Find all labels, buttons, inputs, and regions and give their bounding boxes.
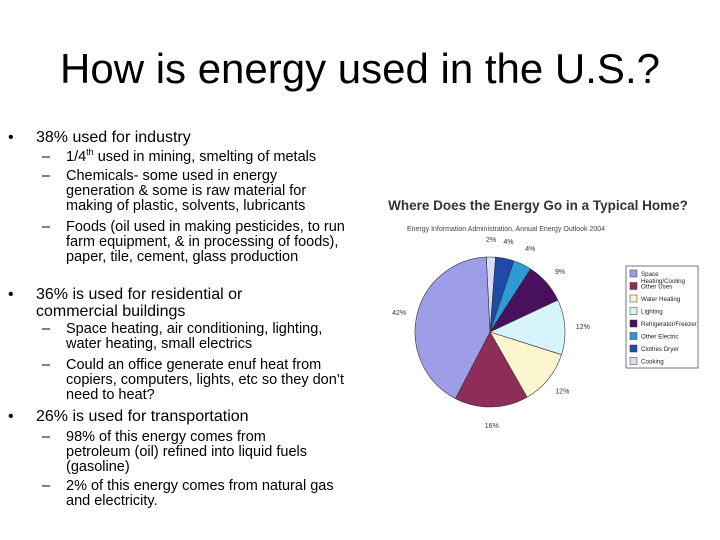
- slide-title: How is energy used in the U.S.?: [60, 45, 660, 92]
- sub-bullet-natural-gas: – 2% of this energy comes from natural g…: [42, 478, 336, 509]
- pie-pct-label: 12%: [576, 324, 590, 331]
- sub-text: Foods (oil used in making pesticides, to…: [66, 219, 345, 265]
- pie-pct-label: 16%: [485, 423, 499, 430]
- pie-pct-label: 9%: [555, 269, 565, 276]
- legend-label: Lighting: [641, 309, 663, 316]
- sub-bullet-foods: – Foods (oil used in making pesticides, …: [42, 219, 348, 265]
- pie-group: [414, 256, 566, 408]
- sub-text-pre: 1/4: [66, 149, 87, 165]
- bullet-industry: • 38% used for industry: [8, 129, 191, 146]
- sub-text: Could an office generate enuf heat from …: [66, 357, 345, 403]
- pie-pct-label: 4%: [503, 239, 513, 246]
- legend-swatch: [629, 332, 638, 340]
- dash-glyph: –: [42, 478, 51, 494]
- pie-pct-label: 12%: [555, 389, 569, 396]
- legend-swatch: [629, 307, 638, 315]
- sub-bullet-petroleum: – 98% of this energy comes from petroleu…: [42, 429, 316, 475]
- legend-label: Heating/Cooling: [641, 278, 686, 285]
- bullet-residential: • 36% is used for residential or commerc…: [8, 286, 286, 320]
- bullet-dot: •: [8, 286, 14, 303]
- pie-pct-label: 2%: [486, 237, 496, 244]
- bullet-text: 38% used for industry: [36, 129, 191, 146]
- sub-text: 98% of this energy comes from petroleum …: [66, 429, 307, 475]
- legend-swatch: [629, 269, 638, 278]
- legend-label: Refrigerator/Freezer: [641, 321, 697, 328]
- sub-text: Space heating, air conditioning, lightin…: [66, 321, 323, 352]
- sub-text-post: used in mining, smelting of metals: [93, 149, 317, 165]
- pie-slice-other-uses: [455, 331, 528, 408]
- bullet-dot: •: [8, 129, 14, 146]
- legend-swatch: [629, 344, 638, 353]
- sub-text-sup: th: [86, 147, 94, 158]
- legend-swatch: [629, 357, 638, 365]
- legend-label: Water Heating: [641, 296, 681, 303]
- energy-pie-chart: Where Does the Energy Go in a Typical Ho…: [388, 198, 699, 430]
- dash-glyph: –: [42, 357, 51, 373]
- legend-swatch: [629, 294, 638, 303]
- bullet-dot: •: [8, 408, 14, 425]
- dash-glyph: –: [42, 219, 51, 235]
- pie-slice-space-heating-cooling: [414, 256, 491, 399]
- sub-bullet-office-heat: – Could an office generate enuf heat fro…: [42, 357, 354, 403]
- sub-text: Chemicals- some used in energy generatio…: [66, 168, 307, 214]
- pie-pct-label: 4%: [525, 246, 535, 253]
- bullet-transportation: • 26% is used for transportation: [8, 408, 249, 425]
- dash-glyph: –: [42, 149, 51, 165]
- chart-title: Where Does the Energy Go in a Typical Ho…: [388, 198, 688, 213]
- legend-label: Clothes Dryer: [641, 346, 679, 353]
- bullet-text: 26% is used for transportation: [36, 408, 249, 425]
- legend-label: Cooking: [641, 359, 664, 366]
- sub-bullet-mining: – 1/4th used in mining, smelting of meta…: [42, 147, 356, 165]
- chart-subtitle: Energy Information Administration, Annua…: [407, 226, 605, 233]
- sub-text: 2% of this energy comes from natural gas…: [66, 478, 334, 509]
- legend-label: Space: [641, 271, 659, 278]
- legend-swatch: [629, 282, 638, 290]
- dash-glyph: –: [42, 429, 51, 445]
- pie-labels: 2% 4% 4% 9% 12% 12% 16% 42%: [392, 237, 590, 430]
- dash-glyph: –: [42, 321, 51, 337]
- sub-bullet-chemicals: – Chemicals- some used in energy generat…: [42, 168, 342, 214]
- pie-pct-label: 42%: [392, 310, 406, 317]
- dash-glyph: –: [42, 168, 51, 184]
- legend-label: Other Electric: [641, 334, 678, 341]
- legend-label: Other Uses: [641, 284, 672, 291]
- legend-box: [625, 265, 699, 369]
- legend-swatch: [629, 319, 638, 328]
- bullet-text: 36% is used for residential or commercia…: [36, 286, 243, 320]
- sub-bullet-space-heating: – Space heating, air conditioning, light…: [42, 321, 354, 352]
